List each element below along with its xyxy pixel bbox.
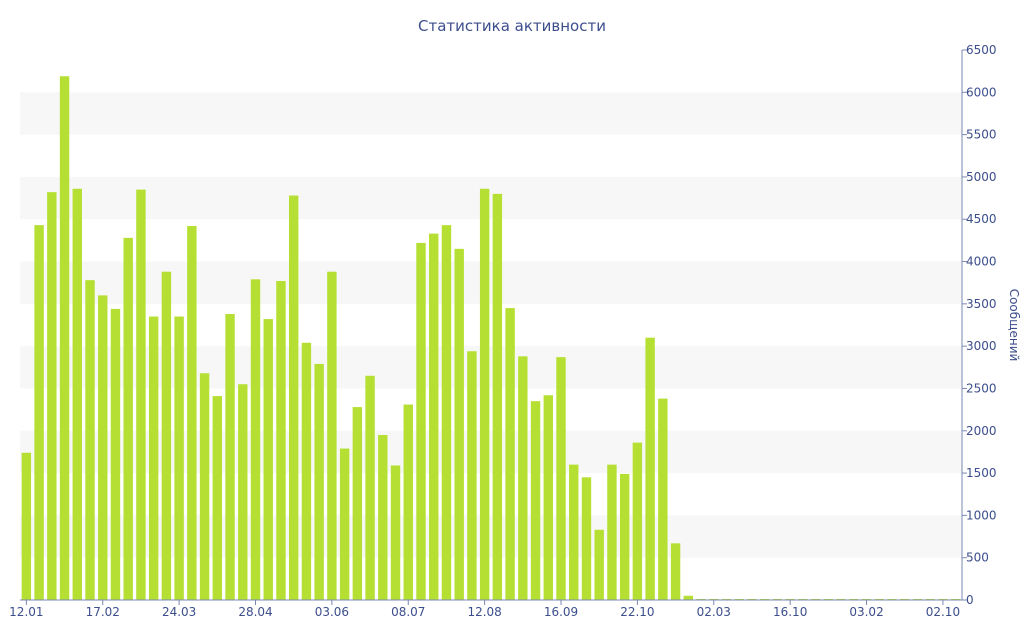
grid-bands [20, 92, 962, 558]
bar [327, 271, 337, 600]
bar [34, 225, 44, 600]
bar [378, 435, 388, 600]
y-tick-label: 0 [966, 593, 974, 607]
grid-band [20, 346, 962, 389]
y-tick-label: 1500 [966, 466, 997, 480]
bar [72, 188, 82, 600]
y-tick-label: 6500 [966, 43, 997, 57]
x-tick-label: 08.07 [391, 605, 425, 619]
bar [556, 357, 566, 600]
bar [390, 465, 401, 600]
bar [645, 337, 655, 600]
bars-group [21, 76, 961, 601]
y-tick-label: 3500 [966, 297, 997, 311]
x-tick-label: 02.03 [697, 605, 731, 619]
bar [47, 192, 57, 600]
bar [199, 373, 210, 600]
bar [365, 375, 375, 600]
x-tick-label: 12.01 [9, 605, 43, 619]
bar [301, 342, 312, 600]
bar [110, 308, 121, 600]
bar [352, 407, 363, 600]
bar [98, 295, 108, 600]
y-tick-label: 6000 [966, 85, 997, 99]
bar [59, 76, 70, 601]
grid-band [20, 261, 962, 304]
bar [479, 188, 490, 600]
grid-band [20, 92, 962, 135]
axes-group: 0 500 1000 1500 2000 2500 3000 3500 4000 4500 5000… [9, 43, 996, 619]
bar [429, 233, 439, 600]
x-tick-label: 22.10 [620, 605, 654, 619]
x-tick-label: 17.02 [86, 605, 120, 619]
bar [225, 314, 235, 600]
bar [403, 404, 413, 600]
y-tick-label: 5000 [966, 170, 997, 184]
bar [416, 242, 426, 601]
bar [581, 477, 592, 600]
bar [238, 384, 248, 600]
bar [658, 398, 668, 600]
bar [670, 543, 681, 600]
bar [314, 363, 324, 600]
bar [594, 529, 604, 600]
bar [619, 473, 630, 600]
y-tick-label: 4500 [966, 212, 997, 226]
x-tick-label: 02.10 [926, 605, 960, 619]
bar [454, 248, 464, 600]
bar [441, 225, 452, 600]
bar [123, 237, 133, 600]
bar [187, 226, 197, 600]
bar [288, 195, 299, 601]
bar [607, 464, 617, 600]
bar [492, 193, 503, 600]
bar [505, 308, 515, 600]
bar [683, 595, 694, 600]
bar [212, 396, 223, 600]
x-tick-label: 16.10 [773, 605, 807, 619]
bar [161, 271, 172, 600]
x-tick-label: 03.02 [849, 605, 883, 619]
bar [136, 189, 146, 600]
bar [85, 280, 95, 600]
bar [174, 316, 184, 600]
bar [263, 319, 273, 600]
x-tick-label: 24.03 [162, 605, 196, 619]
y-axis-label: Сообщений [1007, 289, 1021, 362]
x-tick-label: 12.08 [467, 605, 501, 619]
bar [339, 448, 350, 600]
y-tick-label: 1000 [966, 508, 997, 522]
y-tick-label: 2000 [966, 424, 997, 438]
bar [518, 356, 528, 600]
bar [250, 279, 261, 600]
x-tick-label: 03.06 [315, 605, 349, 619]
x-tick-label: 16.09 [544, 605, 578, 619]
grid-band [20, 430, 962, 474]
bar [569, 464, 579, 600]
chart-title: Статистика активности [418, 17, 606, 35]
grid-band [20, 176, 962, 220]
y-tick-label: 2500 [966, 381, 997, 395]
bar [148, 316, 159, 600]
bar [467, 351, 477, 600]
bar [21, 452, 32, 600]
y-tick-label: 500 [966, 551, 989, 565]
grid-band [20, 515, 962, 558]
bar [530, 401, 541, 600]
bar [276, 281, 286, 600]
x-tick-label: 28.04 [238, 605, 272, 619]
y-tick-label: 3000 [966, 339, 997, 353]
y-tick-label: 5500 [966, 128, 997, 142]
bar [632, 442, 643, 600]
y-tick-label: 4000 [966, 255, 997, 269]
bar [543, 395, 553, 600]
